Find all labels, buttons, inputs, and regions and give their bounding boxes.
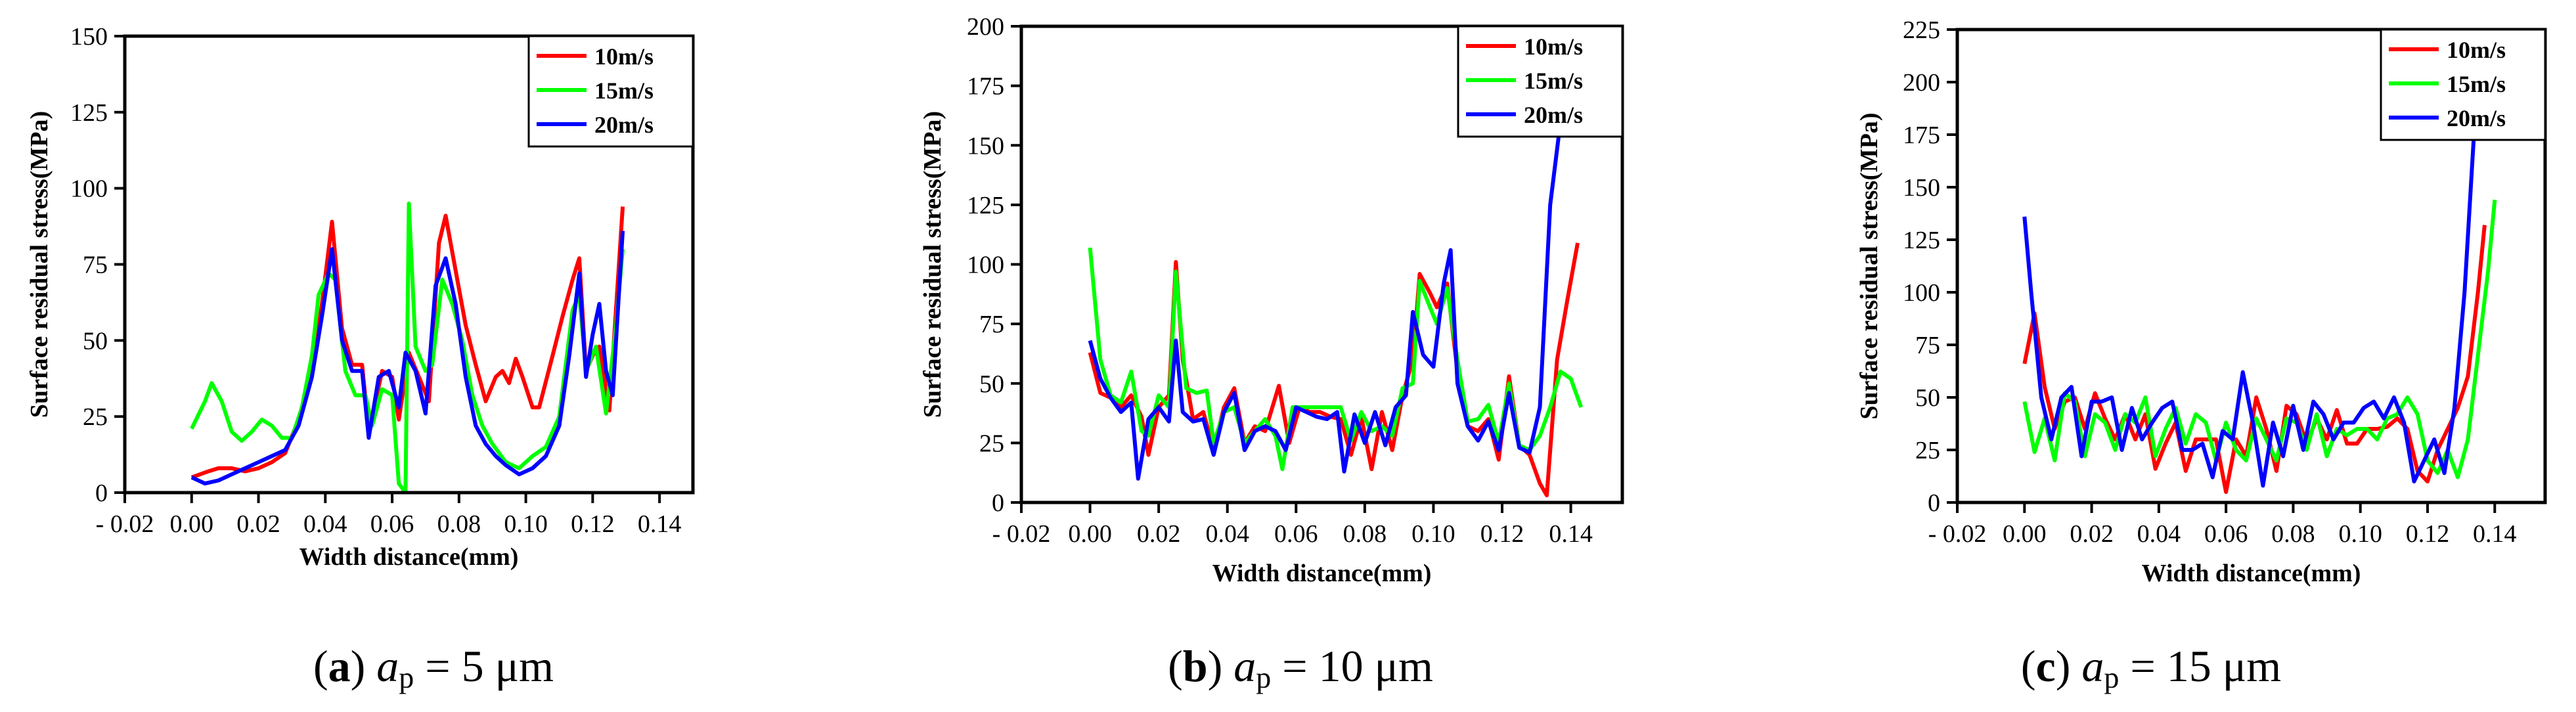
x-tick-label: 0.10 — [1411, 520, 1455, 548]
x-tick-label: 0.04 — [1205, 520, 1249, 548]
legend-label-20m/s: 20m/s — [594, 112, 654, 138]
series-line-15m/s — [1088, 247, 1584, 472]
y-tick-label: 0 — [992, 489, 1004, 517]
chart-panel-a: - 0.02 0.00 0.02 0.04 0.06 0.08 0.10 0.12 0.14 0 2… — [26, 23, 695, 571]
y-tick-label: 200 — [967, 13, 1004, 41]
x-tick-label: - 0.02 — [1928, 520, 1987, 548]
y-tick-label: 100 — [1903, 279, 1940, 307]
y-tick-label: 175 — [1903, 122, 1940, 149]
y-tick-label: 125 — [70, 99, 108, 127]
legend-label-15m/s: 15m/s — [594, 78, 654, 104]
series-line-10m/s — [1088, 242, 1580, 498]
x-tick-label: 0.02 — [2070, 520, 2114, 548]
series-line-20m/s — [2022, 30, 2483, 488]
legend-label-10m/s: 10m/s — [2447, 37, 2506, 63]
x-tick-label: 0.06 — [370, 510, 414, 538]
y-tick-label: 0 — [95, 479, 108, 507]
y-axis-label: Surface residual stress(MPa) — [919, 111, 946, 418]
x-tick-label: 0.00 — [2003, 520, 2047, 548]
x-tick-label: 0.08 — [437, 510, 481, 538]
y-tick-label: 150 — [1903, 174, 1940, 202]
x-axis-label: Width distance(mm) — [2142, 560, 2361, 587]
x-tick-label: 0.04 — [303, 510, 347, 538]
legend-label-15m/s: 15m/s — [1524, 68, 1583, 94]
y-tick-label: 225 — [1903, 16, 1940, 44]
series-line-15m/s — [190, 201, 625, 493]
y-tick-label: 25 — [979, 430, 1004, 457]
x-tick-label: - 0.02 — [96, 510, 154, 538]
x-tick-label: 0.12 — [571, 510, 615, 538]
series-line-20m/s — [1088, 68, 1573, 481]
x-tick-label: 0.08 — [2271, 520, 2315, 548]
x-tick-label: 0.14 — [1549, 520, 1593, 548]
x-tick-label: 0.02 — [236, 510, 280, 538]
y-tick-label: 75 — [979, 311, 1004, 338]
y-tick-label: 175 — [967, 73, 1004, 100]
x-tick-label: 0.06 — [2204, 520, 2248, 548]
legend-label-20m/s: 20m/s — [2447, 105, 2506, 131]
x-tick-label: 0.10 — [504, 510, 548, 538]
legend-label-10m/s: 10m/s — [594, 43, 654, 70]
series-line-15m/s — [2022, 199, 2497, 479]
y-tick-label: 200 — [1903, 69, 1940, 97]
x-tick-label: 0.14 — [638, 510, 682, 538]
y-tick-label: 150 — [70, 23, 108, 51]
y-tick-label: 125 — [1903, 227, 1940, 254]
x-tick-label: 0.08 — [1343, 520, 1387, 548]
x-axis-label: Width distance(mm) — [1212, 560, 1432, 587]
series-line-20m/s — [190, 231, 625, 486]
y-tick-label: 75 — [1915, 332, 1940, 359]
x-axis-label: Width distance(mm) — [300, 543, 519, 571]
x-tick-label: - 0.02 — [992, 520, 1051, 548]
series-line-10m/s — [2022, 225, 2487, 494]
y-tick-label: 25 — [1915, 437, 1940, 464]
caption-c: (c) ap = 15 μm — [2020, 641, 2282, 694]
y-tick-label: 50 — [83, 327, 108, 355]
caption-a: (a) ap = 5 μm — [313, 641, 554, 694]
legend-label-10m/s: 10m/s — [1524, 33, 1583, 60]
y-tick-label: 0 — [1928, 489, 1940, 517]
y-tick-label: 125 — [967, 192, 1004, 219]
x-tick-label: 0.10 — [2338, 520, 2382, 548]
x-tick-label: 0.02 — [1137, 520, 1181, 548]
chart-panel-c: - 0.02 0.00 0.02 0.04 0.06 0.08 0.10 0.12 0.14 0 2… — [1855, 16, 2547, 587]
x-tick-label: 0.04 — [2137, 520, 2181, 548]
y-tick-label: 25 — [83, 403, 108, 431]
y-tick-label: 75 — [83, 252, 108, 279]
x-tick-label: 0.14 — [2473, 520, 2517, 548]
x-tick-label: 0.00 — [1068, 520, 1112, 548]
caption-b: (b) ap = 10 μm — [1168, 641, 1433, 694]
x-tick-label: 0.00 — [170, 510, 214, 538]
legend-label-15m/s: 15m/s — [2447, 71, 2506, 97]
x-tick-label: 0.06 — [1274, 520, 1318, 548]
y-tick-label: 50 — [1915, 384, 1940, 412]
y-tick-label: 150 — [967, 132, 1004, 160]
y-tick-label: 100 — [967, 252, 1004, 279]
y-tick-label: 100 — [70, 175, 108, 203]
chart-panel-b: - 0.02 0.00 0.02 0.04 0.06 0.08 0.10 0.12 0.14 0 2… — [919, 13, 1624, 587]
legend-label-20m/s: 20m/s — [1524, 102, 1583, 128]
plot-frame — [1955, 28, 2547, 504]
y-axis-label: Surface residual stress(MPa) — [1855, 112, 1883, 419]
x-tick-label: 0.12 — [2406, 520, 2450, 548]
x-tick-label: 0.12 — [1480, 520, 1524, 548]
y-tick-label: 50 — [979, 370, 1004, 398]
y-axis-label: Surface residual stress(MPa) — [26, 111, 53, 418]
